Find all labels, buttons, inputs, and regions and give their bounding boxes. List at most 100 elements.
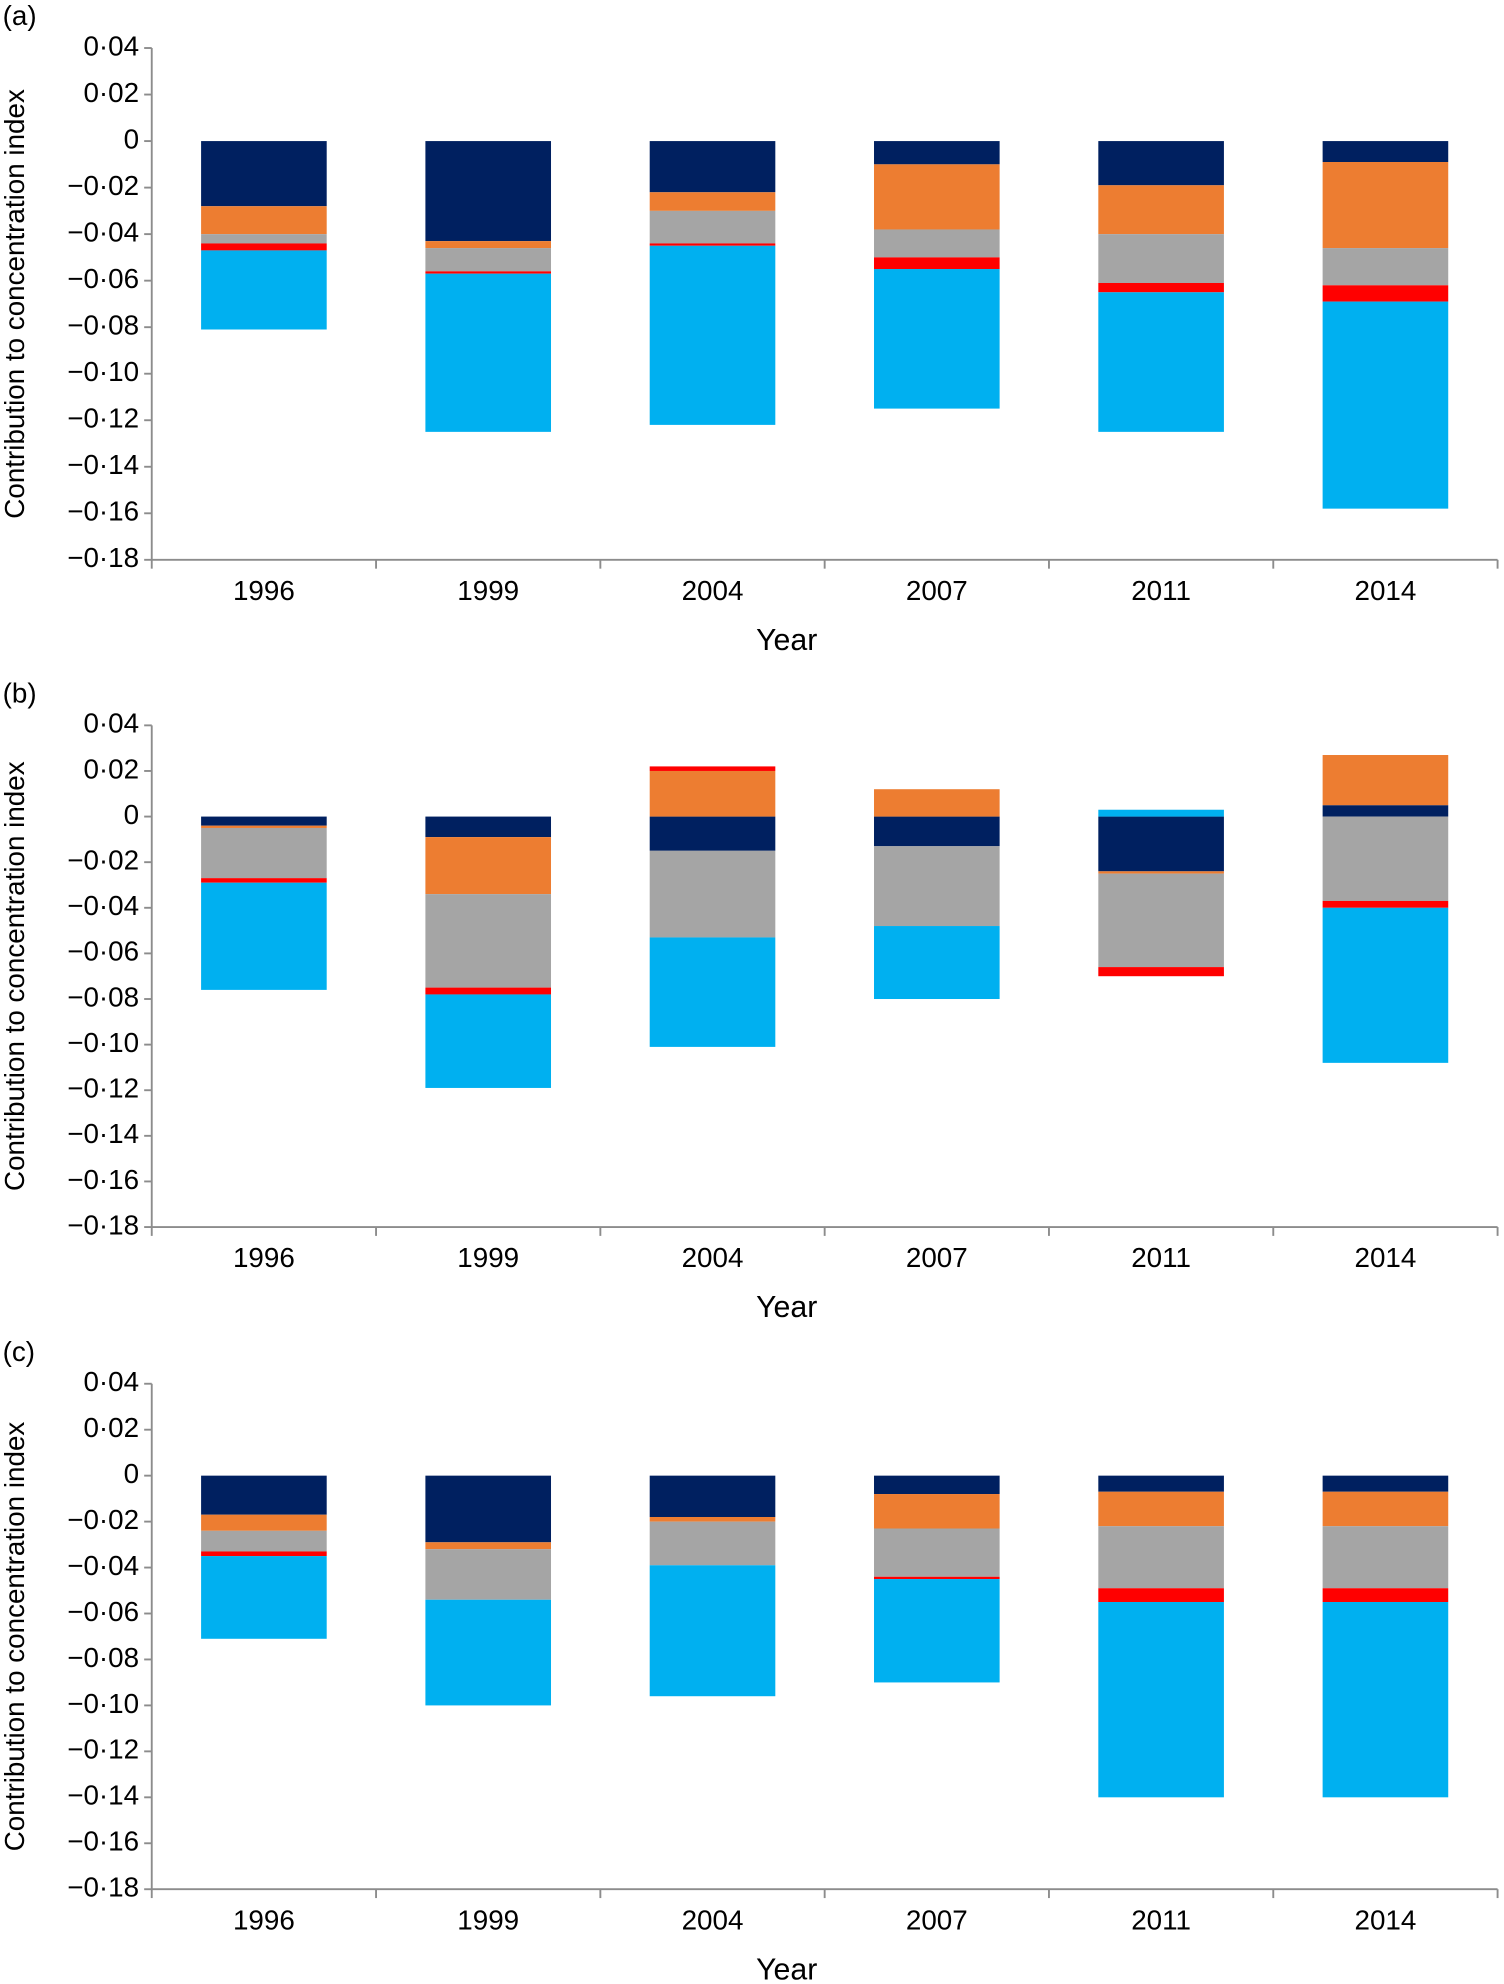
y-axis-label: Contribution to concentration index xyxy=(0,89,30,519)
y-tick-label: 0·02 xyxy=(83,77,139,108)
bar-segment xyxy=(201,882,327,990)
x-tick-label: 2007 xyxy=(906,1242,968,1273)
bar-segment xyxy=(874,269,1000,409)
y-tick-label: −0·04 xyxy=(67,216,139,247)
bar-segment xyxy=(1322,900,1449,908)
bar-segment xyxy=(425,837,552,895)
y-tick-label: −0·02 xyxy=(67,170,139,201)
x-tick-label: 2004 xyxy=(682,575,744,606)
y-tick-label: −0·12 xyxy=(67,1734,139,1765)
y-tick-label: −0·10 xyxy=(67,1688,139,1719)
bar-segment xyxy=(425,994,552,1088)
x-tick-label: 1996 xyxy=(233,1242,295,1273)
bar-segment xyxy=(649,1475,776,1518)
bar-segment xyxy=(425,241,552,249)
bar-segment xyxy=(1322,301,1449,509)
y-tick-label: −0·06 xyxy=(67,1596,139,1627)
bar-segment xyxy=(874,1576,1000,1580)
x-tick-label: 2011 xyxy=(1131,1904,1191,1935)
bar-segment xyxy=(1098,1491,1224,1527)
y-axis-label: Contribution to concentration index xyxy=(0,761,30,1191)
y-tick-label: −0·08 xyxy=(67,1642,139,1673)
bar-segment xyxy=(874,1528,1000,1577)
bar-segment xyxy=(649,243,776,246)
bar-segment xyxy=(201,1530,327,1552)
bar-segment xyxy=(1098,234,1224,283)
bar-segment xyxy=(425,1542,552,1550)
x-axis-label: Year xyxy=(756,624,817,657)
y-tick-label: −0·02 xyxy=(67,1504,139,1535)
x-tick-label: 2014 xyxy=(1355,1242,1417,1273)
bar-segment xyxy=(425,1475,552,1543)
bar-segment xyxy=(1098,873,1224,968)
y-tick-label: −0·04 xyxy=(67,890,139,921)
bar-segment xyxy=(649,937,776,1047)
bar-segment xyxy=(1322,285,1449,302)
y-tick-label: −0·08 xyxy=(67,310,139,341)
y-tick-label: 0·04 xyxy=(83,30,139,61)
bar-segment xyxy=(874,1494,1000,1529)
y-tick-label: 0·02 xyxy=(83,753,139,784)
bar-segment xyxy=(1098,809,1224,817)
bar-segment xyxy=(201,243,327,251)
bar-segment xyxy=(874,141,1000,165)
bar-segment xyxy=(649,770,776,817)
bar-segment xyxy=(201,206,327,235)
x-tick-label: 1999 xyxy=(457,1904,519,1935)
bar-segment xyxy=(1322,805,1449,817)
bar-segment xyxy=(649,141,776,193)
x-tick-label: 2014 xyxy=(1355,575,1417,606)
bar-segment xyxy=(649,850,776,938)
y-axis-label: Contribution to concentration index xyxy=(0,1422,30,1852)
y-tick-label: −0·18 xyxy=(67,1872,139,1903)
y-tick-label: −0·18 xyxy=(67,1209,139,1240)
bar-segment xyxy=(874,816,1000,847)
bar-segment xyxy=(201,234,327,244)
y-tick-label: −0·12 xyxy=(67,1073,139,1104)
bar-segment xyxy=(1322,162,1449,249)
x-tick-label: 2014 xyxy=(1355,1904,1417,1935)
bar-segment xyxy=(425,1549,552,1600)
bar-segment xyxy=(649,210,776,244)
bar-segment xyxy=(1098,141,1224,186)
bar-segment xyxy=(201,827,327,879)
x-tick-label: 1996 xyxy=(233,1904,295,1935)
bar-segment xyxy=(649,245,776,425)
y-tick-label: −0·06 xyxy=(67,936,139,967)
y-tick-label: −0·06 xyxy=(67,263,139,294)
bar-segment xyxy=(649,1565,776,1697)
panel-label: (a) xyxy=(3,0,37,31)
bar-segment xyxy=(874,1579,1000,1683)
bar-segment xyxy=(874,229,1000,258)
y-tick-label: 0 xyxy=(124,799,139,830)
bar-segment xyxy=(1322,1491,1449,1527)
bar-segment xyxy=(874,846,1000,927)
x-tick-label: 2004 xyxy=(682,1904,744,1935)
bar-segment xyxy=(425,987,552,995)
bar-segment xyxy=(201,1475,327,1515)
panel-label: (c) xyxy=(3,1336,35,1367)
bar-segment xyxy=(874,926,1000,1000)
bar-segment xyxy=(201,1514,327,1531)
x-tick-label: 1996 xyxy=(233,575,295,606)
bar-segment xyxy=(201,1551,327,1557)
x-tick-label: 2007 xyxy=(906,1904,968,1935)
y-tick-label: −0·16 xyxy=(67,1164,139,1195)
bar-segment xyxy=(1098,816,1224,872)
bar-segment xyxy=(425,248,552,272)
bar-segment xyxy=(425,273,552,432)
y-tick-label: −0·10 xyxy=(67,356,139,387)
y-tick-label: −0·10 xyxy=(67,1027,139,1058)
bar-segment xyxy=(1322,141,1449,163)
bar-segment xyxy=(874,257,1000,270)
panel-label: (b) xyxy=(3,677,37,708)
x-tick-label: 1999 xyxy=(457,1242,519,1273)
bar-segment xyxy=(1098,967,1224,977)
y-tick-label: 0·04 xyxy=(83,708,139,739)
bar-segment xyxy=(1098,282,1224,293)
y-tick-label: 0 xyxy=(124,123,139,154)
bar-segment xyxy=(1098,1526,1224,1589)
y-tick-label: 0·02 xyxy=(83,1412,139,1443)
bar-segment xyxy=(201,825,327,828)
bar-segment xyxy=(874,164,1000,230)
